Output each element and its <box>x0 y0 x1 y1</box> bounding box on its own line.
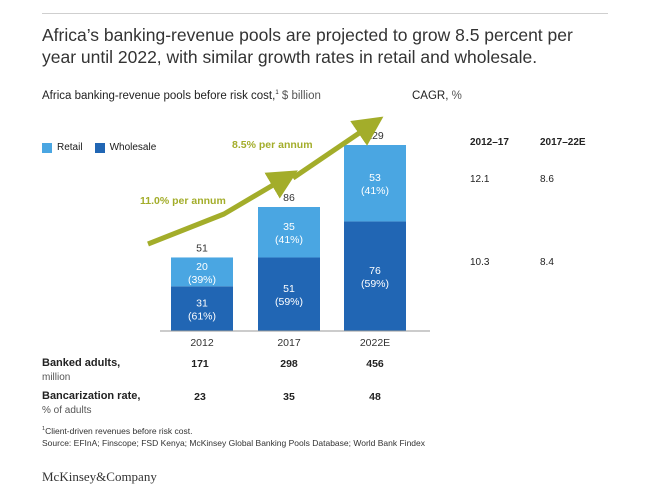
banked-adults-2017: 298 <box>280 358 298 370</box>
value-label-retail-2012: 20 <box>196 261 208 273</box>
share-label-wholesale-2017: (59%) <box>275 296 303 308</box>
banked-adults-2012: 171 <box>191 358 209 370</box>
row-unit-bancarization-rate: % of adults <box>42 405 92 416</box>
value-label-wholesale-2017: 51 <box>283 283 295 295</box>
value-label-retail-2022e: 53 <box>369 172 381 184</box>
footnote-marker: 1 <box>42 426 46 433</box>
share-label-retail-2022e: (41%) <box>361 185 389 197</box>
growth-arrow-2012-2017 <box>147 170 298 247</box>
bancarization-rate-2017: 35 <box>283 391 295 403</box>
legend-item-retail: Retail <box>42 142 83 153</box>
bar-wholesale-2022e <box>344 221 406 331</box>
share-label-retail-2012: (39%) <box>188 274 216 286</box>
row-label-banked-adults: Banked adults, <box>42 357 121 369</box>
value-label-retail-2017: 35 <box>283 221 295 233</box>
annotation-growth-2012-2017: 11.0% per annum <box>140 195 226 207</box>
cagr-column-2012-17: 2012–17 <box>470 137 509 148</box>
bar-retail-2012 <box>171 257 233 287</box>
source-note: Source: EFInA; Finscope; FSD Kenya; McKi… <box>42 438 425 448</box>
share-label-wholesale-2022e: (59%) <box>361 278 389 290</box>
cagr-heading-text: CAGR, <box>412 90 449 102</box>
legend-swatch-wholesale <box>94 142 105 153</box>
cagr-heading-unit: % <box>448 90 462 102</box>
subtitle-footnote-marker: 1 <box>275 90 279 97</box>
footnote: 1Client-driven revenues before risk cost… <box>42 426 192 436</box>
legend-label-wholesale: Wholesale <box>109 142 157 153</box>
brand-logo: McKinsey&Company <box>42 469 157 484</box>
top-rule <box>42 13 608 14</box>
cagr-wholesale-2012-17: 10.3 <box>470 257 490 268</box>
bar-retail-2022e <box>344 145 406 222</box>
banked-adults-2022: 456 <box>366 358 384 370</box>
x-tick-labels: 2012 2017 2022E <box>190 337 390 349</box>
cagr-heading: CAGR, % <box>412 90 462 102</box>
bancarization-rate-2012: 23 <box>194 391 206 403</box>
value-label-wholesale-2012: 31 <box>196 298 208 310</box>
cagr-retail-2017-22: 8.6 <box>540 174 554 185</box>
bar-wholesale-2017 <box>258 257 320 331</box>
bar-wholesale-2012 <box>171 286 233 331</box>
cagr-retail-2012-17: 12.1 <box>470 174 490 185</box>
row-label-bancarization-rate: Bancarization rate, <box>42 390 141 402</box>
growth-arrow-2017-2022 <box>291 116 384 181</box>
bar-group: 31(61%)20(39%)5151(59%)35(41%)8676(59%)5… <box>171 130 406 331</box>
share-label-retail-2017: (41%) <box>275 234 303 246</box>
total-label-2012: 51 <box>196 242 208 254</box>
annotation-growth-2017-2022: 8.5% per annum <box>232 139 313 151</box>
subtitle-text: Africa banking-revenue pools before risk… <box>42 90 276 102</box>
bar-retail-2017 <box>258 207 320 258</box>
total-label-2022e: 129 <box>366 130 384 142</box>
x-tick-2022e: 2022E <box>360 337 390 349</box>
legend-item-wholesale: Wholesale <box>94 142 157 153</box>
cagr-column-2017-22: 2017–22E <box>540 137 586 148</box>
footnote-text: Client-driven revenues before risk cost. <box>45 426 193 436</box>
x-tick-2017: 2017 <box>277 337 301 349</box>
cagr-wholesale-2017-22: 8.4 <box>540 257 554 268</box>
subtitle-unit: $ billion <box>278 90 321 102</box>
bancarization-rate-2022: 48 <box>369 391 381 403</box>
legend-label-retail: Retail <box>57 142 83 153</box>
share-label-wholesale-2012: (61%) <box>188 311 216 323</box>
page-title: Africa’s banking-revenue pools are proje… <box>42 25 573 67</box>
chart-legend: Retail Wholesale <box>42 142 168 153</box>
x-tick-2012: 2012 <box>190 337 214 349</box>
total-label-2017: 86 <box>283 192 295 204</box>
row-unit-banked-adults: million <box>42 372 71 383</box>
value-label-wholesale-2022e: 76 <box>369 265 381 277</box>
legend-swatch-retail <box>42 142 52 153</box>
chart-subtitle: Africa banking-revenue pools before risk… <box>42 90 321 102</box>
